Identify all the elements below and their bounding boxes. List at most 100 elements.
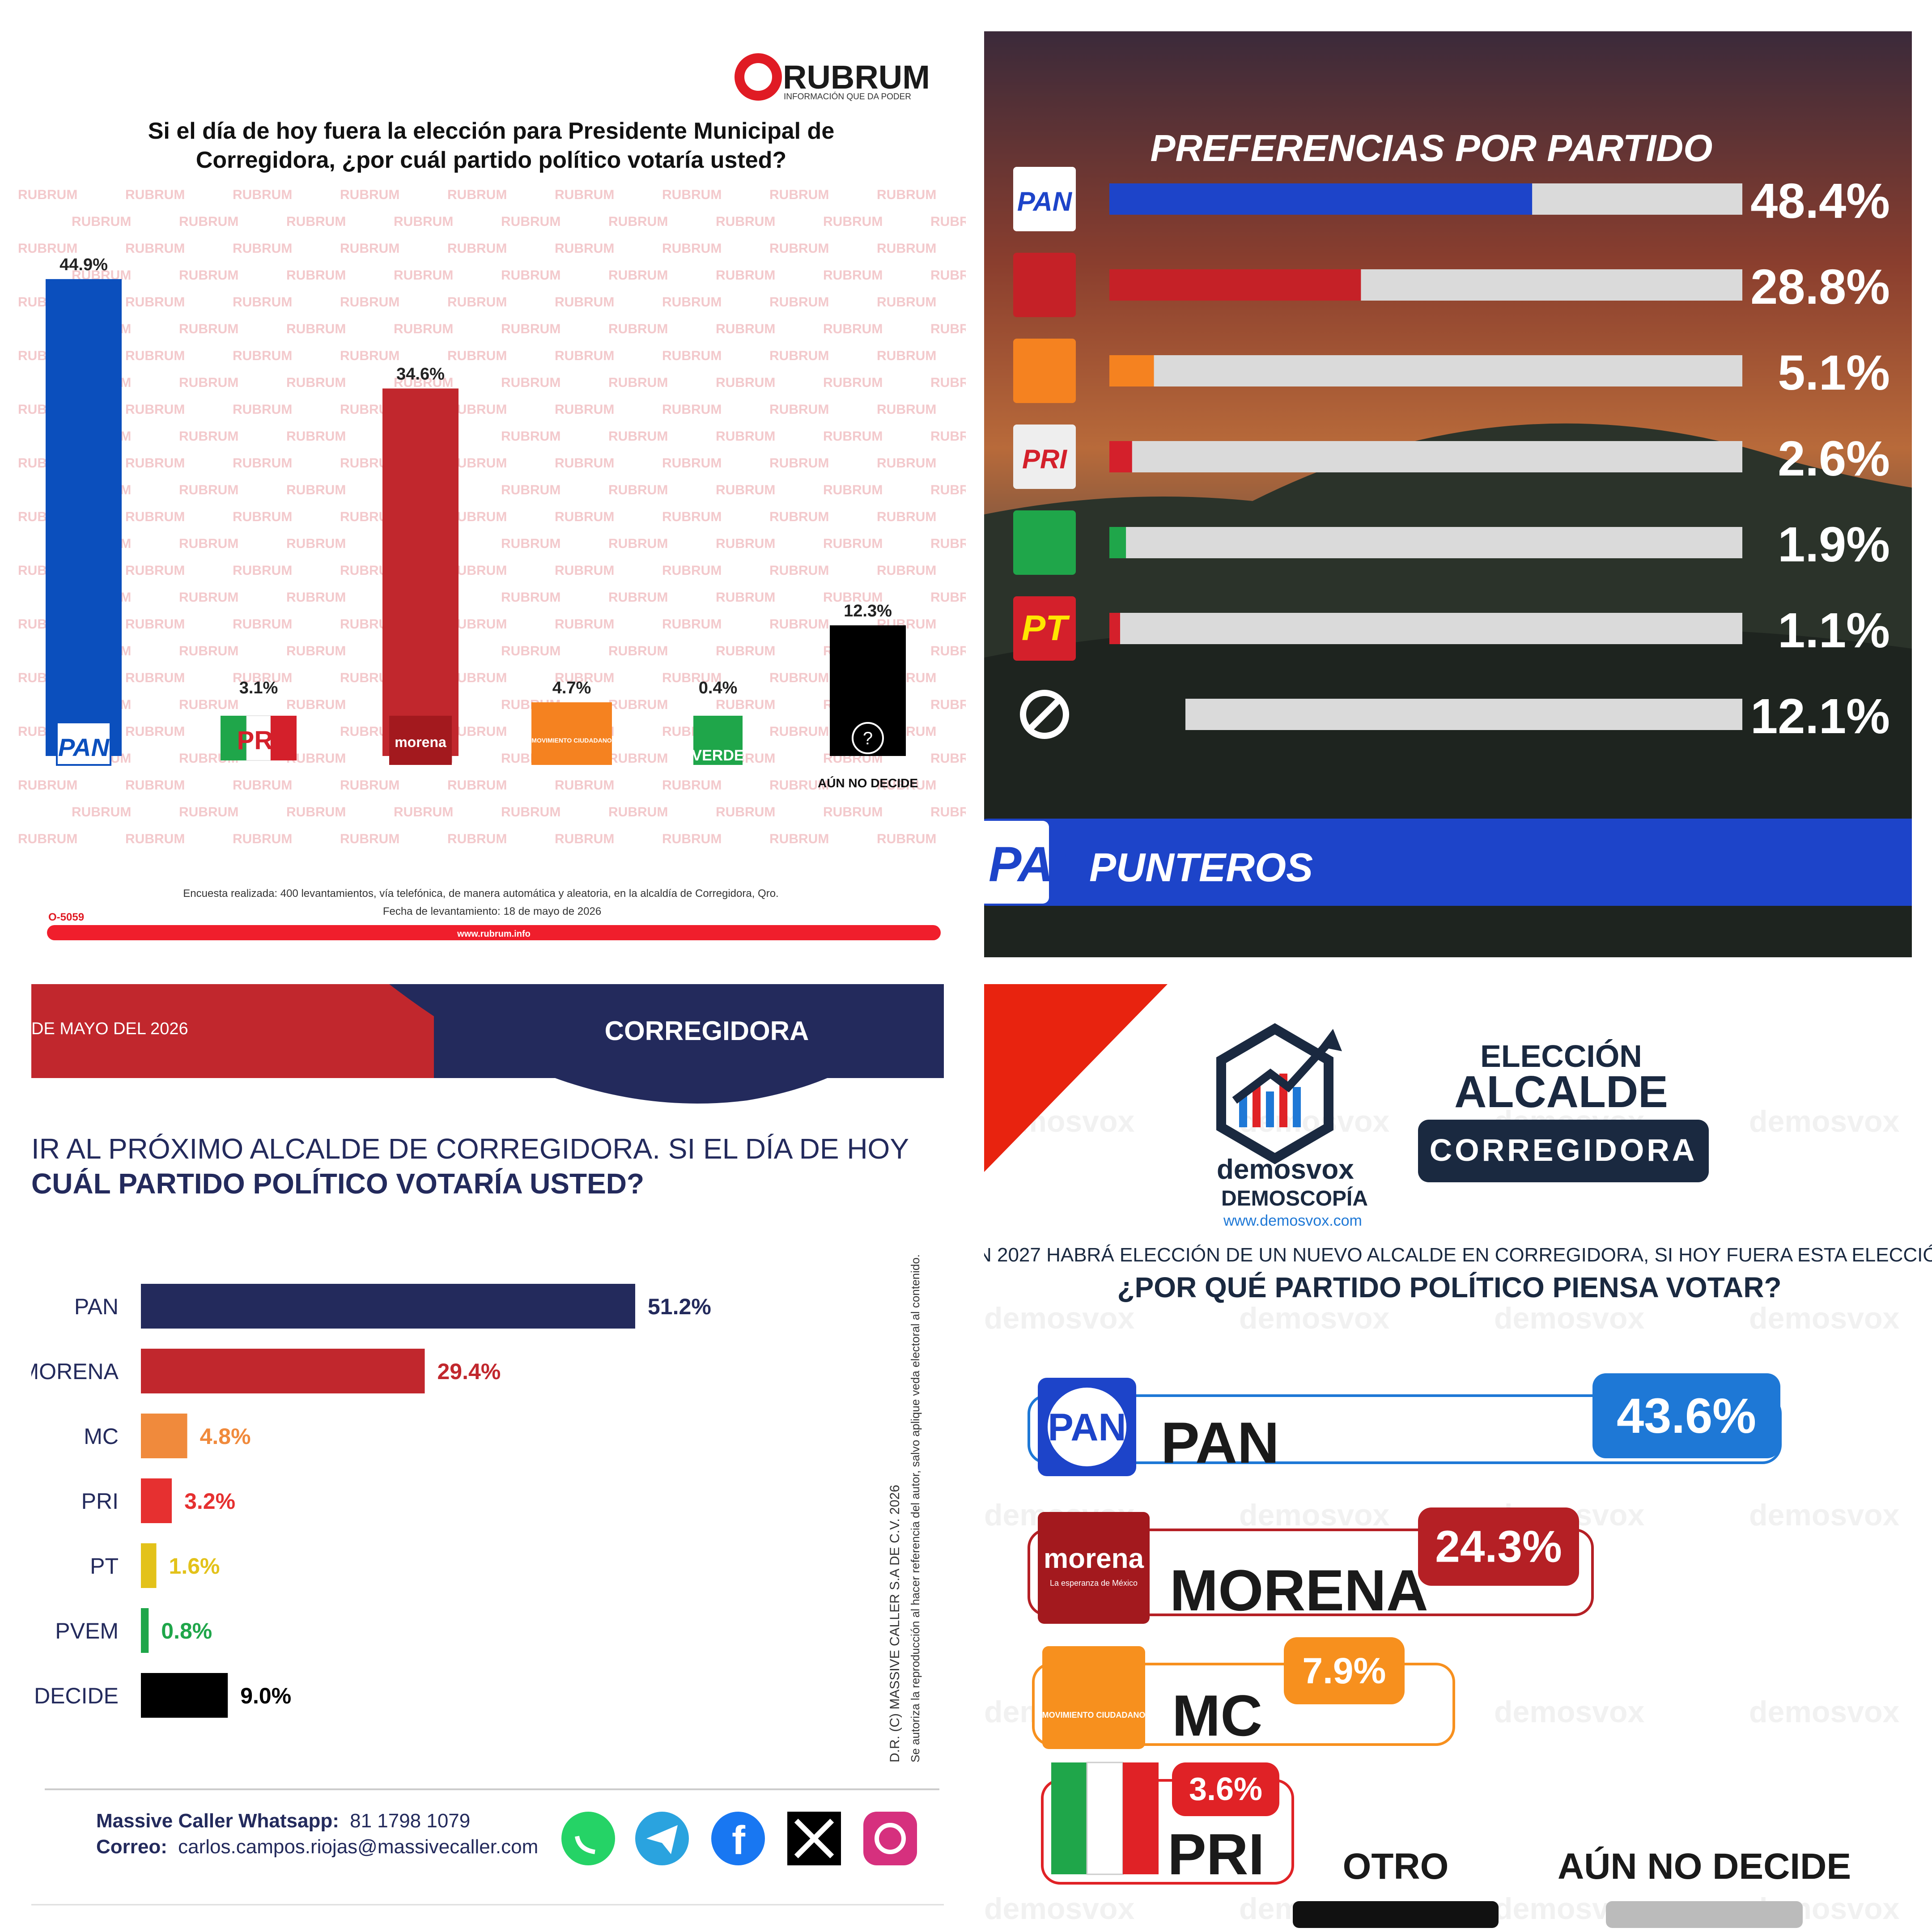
watermark-text: RUBRUM [179, 214, 238, 229]
rubrum-bars: 44.9% PAN 3.1% PRI 34.6% morena 4.7% MOVIMIENTO… [46, 255, 918, 790]
watermark-text: RUBRUM [447, 187, 507, 202]
rubrum-footnote-2: Fecha de levantamiento: 18 de mayo de 20… [383, 905, 601, 917]
demosvox-mc-logo-text: MOVIMIENTO CIUDADANO [1042, 1711, 1146, 1720]
svg-text:f: f [732, 1818, 746, 1863]
mc-category-label: PVEM [55, 1618, 119, 1643]
watermark-text: RUBRUM [501, 268, 560, 283]
watermark-text: RUBRUM [877, 348, 936, 363]
mc-bar [141, 1284, 635, 1329]
watermark-text: RUBRUM [555, 563, 614, 578]
rubrum-logo: RUBRUM INFORMACIÓN QUE DA PODER [735, 53, 930, 102]
watermark-text: RUBRUM [608, 751, 668, 766]
watermark-text: RUBRUM [233, 295, 292, 310]
telegram-icon[interactable] [635, 1812, 689, 1865]
watermark-text: RUBRUM [930, 751, 966, 766]
watermark-text: demosvox [1494, 1301, 1645, 1335]
watermark-text: RUBRUM [608, 375, 668, 390]
watermark-text: RUBRUM [447, 348, 507, 363]
watermark-text: RUBRUM [716, 322, 775, 336]
preferencias-value-label: 5.1% [1778, 345, 1890, 400]
mc-bars: PAN 51.2% MORENA 29.4% MC 4.8% PRI 3.2% PT 1.6% PV… [31, 1284, 711, 1718]
watermark-text: RUBRUM [179, 590, 238, 605]
watermark-text: RUBRUM [233, 456, 292, 471]
watermark-text: RUBRUM [823, 805, 883, 820]
rubrum-bar [46, 279, 122, 756]
mc-value-label: 0.8% [161, 1618, 212, 1643]
mc-side-text-1: D.R. (C) MASSIVE CALLER S.A DE C.V. 2026 [887, 1485, 902, 1762]
x-icon[interactable] [787, 1812, 841, 1865]
mc-question-line1: IR AL PRÓXIMO ALCALDE DE CORREGIDORA. SI… [31, 1133, 909, 1165]
svg-text:PAN: PAN [1048, 1406, 1126, 1449]
rubrum-value-label: 4.7% [552, 679, 591, 697]
demosvox-question-line2: ¿POR QUÉ PARTIDO POLÍTICO PIENSA VOTAR? [1117, 1271, 1781, 1304]
watermark-text: RUBRUM [823, 590, 883, 605]
instagram-icon[interactable] [863, 1812, 917, 1865]
watermark-text: RUBRUM [662, 832, 722, 846]
watermark-text: RUBRUM [286, 375, 346, 390]
watermark-text: RUBRUM [769, 187, 829, 202]
watermark-text: RUBRUM [233, 510, 292, 524]
watermark-text: RUBRUM [555, 241, 614, 256]
whatsapp-icon[interactable] [561, 1812, 615, 1865]
watermark-text: RUBRUM [662, 348, 722, 363]
watermark-text: RUBRUM [716, 429, 775, 444]
watermark-text: RUBRUM [716, 805, 775, 820]
watermark-text: RUBRUM [125, 778, 185, 793]
watermark-text: RUBRUM [286, 697, 346, 712]
watermark-text: RUBRUM [930, 322, 966, 336]
watermark-text: RUBRUM [823, 322, 883, 336]
mc-row: PT 1.6% [90, 1543, 220, 1588]
mc-row: DECIDE 9.0% [34, 1673, 291, 1718]
watermark-text: RUBRUM [930, 483, 966, 497]
watermark-text: RUBRUM [501, 483, 560, 497]
svg-text:PAN: PAN [58, 733, 110, 761]
rubrum-code: O-5059 [48, 911, 84, 923]
preferencias-value-label: 12.1% [1750, 689, 1890, 744]
mc-whatsapp-value: 81 1798 1079 [350, 1810, 470, 1832]
preferencias-party-logo [1013, 253, 1076, 317]
watermark-text: demosvox [1749, 1498, 1900, 1532]
demosvox-sub: DEMOSCOPÍA [1221, 1186, 1368, 1210]
watermark-text: demosvox [984, 1301, 1135, 1335]
watermark-text: RUBRUM [823, 536, 883, 551]
watermark-text: RUBRUM [608, 590, 668, 605]
preferencias-fill [1109, 527, 1126, 558]
svg-text:AÚN NO DECIDE: AÚN NO DECIDE [818, 776, 918, 790]
watermark-text: RUBRUM [769, 778, 829, 793]
watermark-text: RUBRUM [233, 241, 292, 256]
watermark-text: RUBRUM [555, 295, 614, 310]
watermark-text: RUBRUM [877, 563, 936, 578]
demosvox-value-label: 3.6% [1189, 1771, 1262, 1807]
preferencias-track [1109, 527, 1742, 558]
watermark-text: RUBRUM [18, 778, 77, 793]
rubrum-footnote-1: Encuesta realizada: 400 levantamientos, … [183, 887, 778, 900]
demosvox-party-name: PRI [1168, 1822, 1265, 1887]
watermark-text: RUBRUM [716, 590, 775, 605]
watermark-text: RUBRUM [716, 268, 775, 283]
svg-text:?: ? [863, 729, 873, 748]
demosvox-party-name: PAN [1161, 1410, 1279, 1475]
watermark-text: demosvox [1749, 1104, 1900, 1138]
watermark-text: RUBRUM [233, 778, 292, 793]
watermark-text: RUBRUM [179, 805, 238, 820]
watermark-text: RUBRUM [930, 429, 966, 444]
watermark-text: RUBRUM [769, 832, 829, 846]
watermark-text: RUBRUM [769, 510, 829, 524]
watermark-text: RUBRUM [662, 402, 722, 417]
watermark-text: RUBRUM [501, 322, 560, 336]
watermark-text: RUBRUM [662, 295, 722, 310]
watermark-text: RUBRUM [125, 295, 185, 310]
demosvox-pri-logo [1051, 1762, 1087, 1874]
demosvox-badge-text: CORREGIDORA [1430, 1133, 1698, 1168]
rubrum-title-line2: Corregidora, ¿por cuál partido político … [196, 147, 786, 173]
watermark-text: RUBRUM [501, 214, 560, 229]
watermark-text: RUBRUM [179, 268, 238, 283]
watermark-text: RUBRUM [447, 832, 507, 846]
preferencias-chart: PREFERENCIAS POR PARTIDO PAN 48.4% 28.8% 5.… [984, 31, 1912, 957]
facebook-icon[interactable]: f [711, 1812, 765, 1865]
preferencias-track [1109, 441, 1742, 472]
preferencias-row: PT 1.1% [1013, 596, 1890, 661]
rubrum-value-label: 34.6% [396, 365, 445, 383]
svg-text:PAN: PAN [1017, 187, 1073, 217]
rubrum-url: www.rubrum.info [457, 929, 531, 939]
